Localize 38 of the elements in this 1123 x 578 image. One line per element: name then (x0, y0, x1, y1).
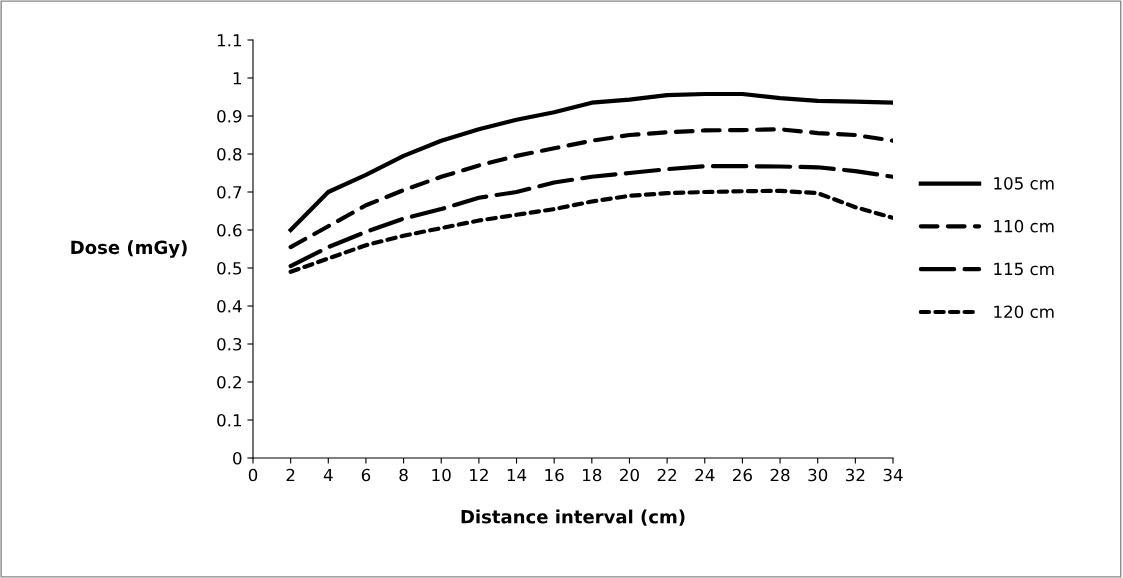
x-axis-title: Distance interval (cm) (461, 509, 685, 526)
legend-label: 105 cm (994, 177, 1054, 190)
x-tick-label: 14 (507, 468, 527, 482)
line-series (288, 91, 893, 233)
y-tick-label: 0 (233, 451, 242, 465)
line-series (288, 127, 893, 250)
y-tick-label: 1.1 (217, 34, 242, 47)
y-tick-label: 0.1 (217, 413, 242, 427)
x-tick-label: 26 (733, 468, 752, 482)
legend-label: 110 cm (994, 219, 1054, 233)
y-tick-label: 0.8 (217, 147, 242, 161)
x-tick-label: 10 (432, 468, 451, 482)
legend-label: 115 cm (994, 262, 1054, 276)
x-tick-label: 12 (470, 468, 488, 482)
y-tick-label: 0.2 (217, 375, 241, 389)
x-tick-label: 24 (695, 468, 715, 482)
y-tick-label: 0.4 (217, 299, 242, 313)
x-tick-label: 20 (620, 468, 639, 482)
y-tick-label: 0.5 (217, 261, 242, 275)
x-tick-label: 30 (808, 468, 828, 482)
y-tick-label: 0.9 (217, 109, 242, 123)
y-tick-label: 1 (233, 72, 242, 85)
x-tick-label: 34 (883, 468, 903, 482)
x-tick-label: 32 (846, 468, 865, 482)
legend-label: 120 cm (994, 305, 1054, 319)
x-tick-label: 8 (399, 468, 408, 482)
x-tick-label: 18 (583, 468, 602, 482)
x-tick-label: 2 (286, 468, 295, 482)
x-tick-label: 16 (545, 468, 564, 482)
x-tick-label: 22 (657, 468, 677, 482)
y-tick-label: 0.7 (217, 185, 242, 199)
x-tick-label: 6 (361, 468, 371, 482)
y-tick-label: 0.6 (217, 223, 242, 237)
y-tick-label: 0.3 (217, 337, 242, 351)
x-tick-label: 28 (770, 468, 790, 482)
x-tick-label: 4 (323, 468, 333, 482)
x-tick-label: 0 (248, 468, 258, 482)
y-axis-title: Dose (mGy) (71, 240, 187, 258)
